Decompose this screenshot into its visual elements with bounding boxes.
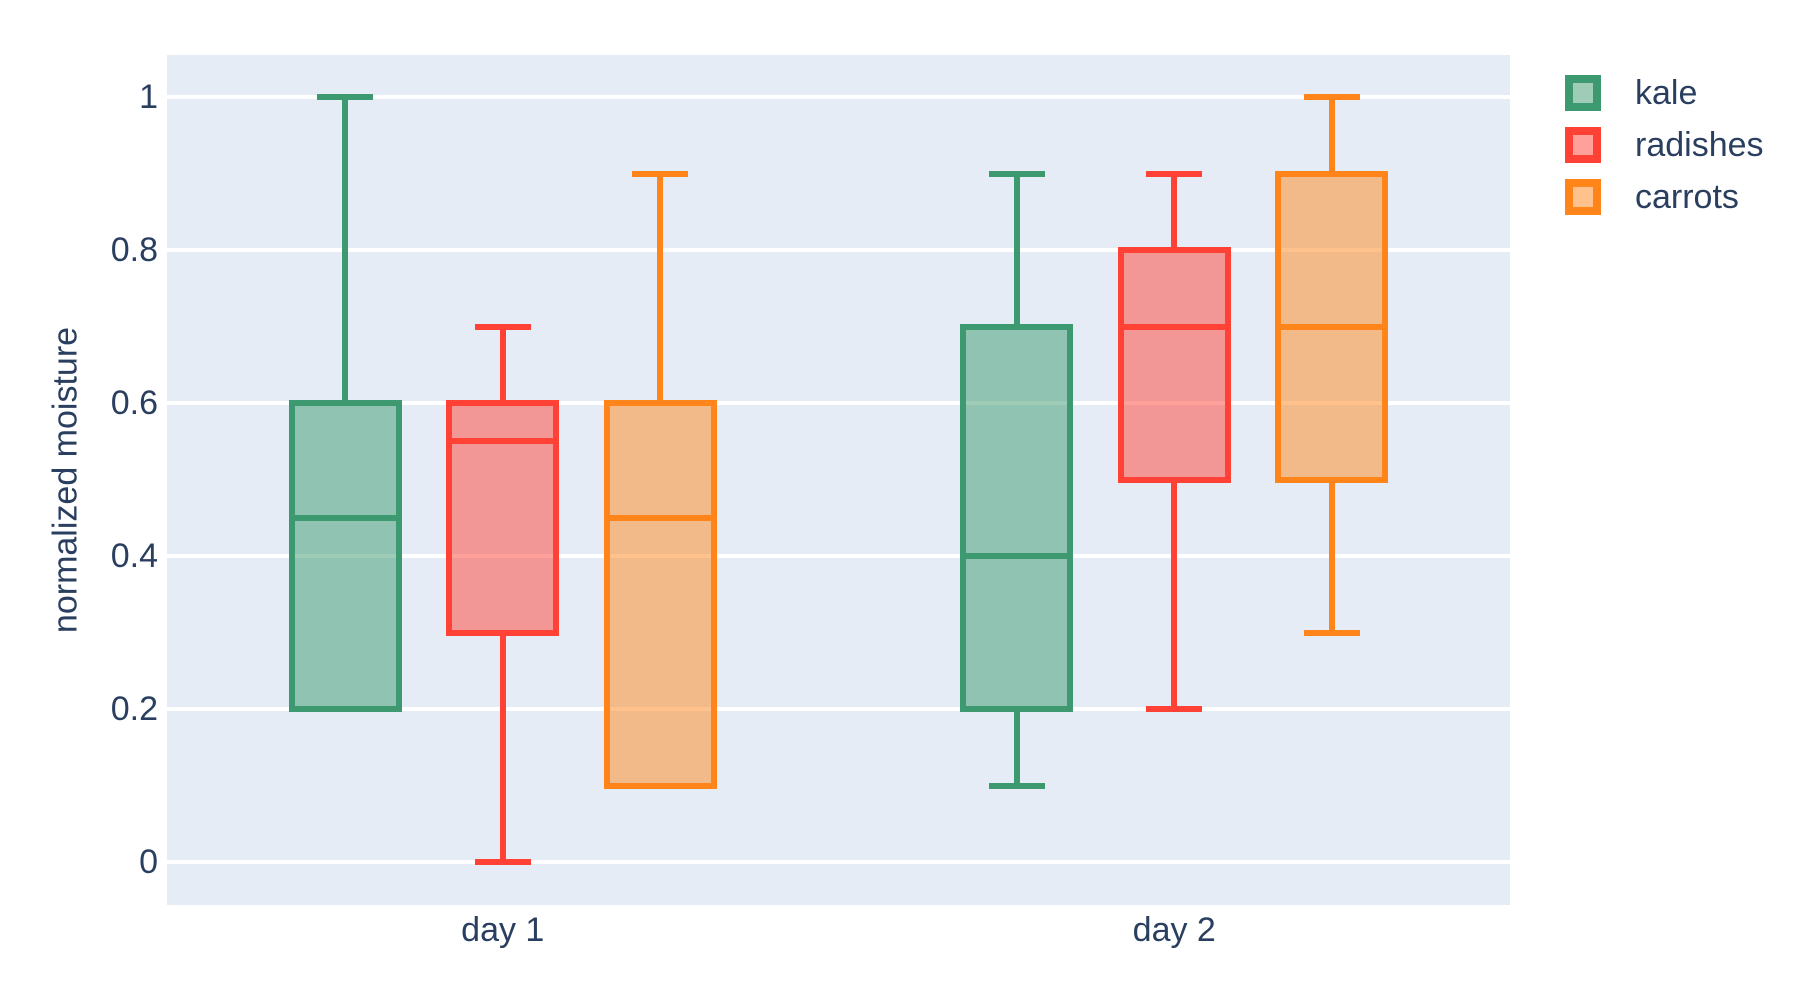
whisker-cap-top-radishes-day-2 (1146, 170, 1203, 177)
whisker-cap-top-kale-day-1 (317, 94, 374, 101)
legend-label-kale: kale (1635, 74, 1698, 112)
whisker-stem-top-kale-day-1 (342, 97, 349, 404)
y-tick-label-0: 0 (139, 843, 158, 882)
legend-label-carrots: carrots (1635, 178, 1739, 216)
gridline-y-0.8 (167, 248, 1510, 253)
whisker-cap-bottom-kale-day-2 (988, 782, 1045, 789)
whisker-stem-bottom-radishes-day-1 (499, 632, 506, 863)
legend-swatch-carrots (1565, 179, 1601, 215)
median-line-kale-day-2 (960, 553, 1074, 560)
median-line-radishes-day-1 (446, 438, 560, 445)
gridline-y-0.6 (167, 401, 1510, 406)
whisker-cap-bottom-radishes-day-1 (474, 859, 531, 866)
whisker-stem-bottom-carrots-day-2 (1328, 479, 1335, 633)
gridline-y-1 (167, 95, 1510, 100)
whisker-stem-bottom-kale-day-2 (1013, 709, 1020, 786)
x-category-label-day-2: day 2 (1132, 911, 1216, 949)
median-line-radishes-day-2 (1117, 323, 1231, 330)
legend-item-radishes[interactable]: radishes (1565, 119, 1764, 171)
legend-item-carrots[interactable]: carrots (1565, 171, 1764, 223)
whisker-stem-top-radishes-day-2 (1171, 173, 1178, 251)
gridline-y-0.4 (167, 554, 1510, 559)
gridline-y-0 (167, 860, 1510, 865)
whisker-cap-top-carrots-day-1 (632, 170, 689, 177)
plot-area[interactable] (167, 55, 1510, 905)
whisker-cap-top-kale-day-2 (988, 170, 1045, 177)
y-tick-label-1: 1 (139, 78, 158, 117)
whisker-stem-top-kale-day-2 (1013, 173, 1020, 327)
box-radishes-day-2[interactable] (1117, 247, 1231, 483)
x-category-label-day-1: day 1 (461, 911, 545, 949)
y-axis-title-text: normalized moisture (46, 326, 85, 634)
whisker-stem-bottom-radishes-day-2 (1171, 479, 1178, 710)
median-line-carrots-day-1 (603, 514, 717, 521)
whisker-cap-bottom-radishes-day-2 (1146, 706, 1203, 713)
whisker-cap-top-carrots-day-2 (1303, 94, 1360, 101)
box-kale-day-2[interactable] (960, 323, 1074, 713)
whisker-stem-top-carrots-day-2 (1328, 97, 1335, 174)
legend: kale radishes carrots (1565, 67, 1764, 223)
y-tick-label-0.6: 0.6 (110, 384, 158, 423)
legend-label-radishes: radishes (1635, 126, 1764, 164)
box-radishes-day-1[interactable] (446, 400, 560, 636)
y-tick-label-0.2: 0.2 (110, 690, 158, 729)
whisker-cap-bottom-carrots-day-2 (1303, 629, 1360, 636)
whisker-stem-top-carrots-day-1 (657, 173, 664, 404)
whisker-cap-top-radishes-day-1 (474, 323, 531, 330)
y-tick-label-0.8: 0.8 (110, 231, 158, 270)
y-tick-label-0.4: 0.4 (110, 537, 158, 576)
legend-item-kale[interactable]: kale (1565, 67, 1764, 119)
box-kale-day-1[interactable] (288, 400, 402, 713)
gridline-y-0.2 (167, 707, 1510, 712)
median-line-kale-day-1 (288, 514, 402, 521)
box-carrots-day-1[interactable] (603, 400, 717, 789)
legend-swatch-radishes (1565, 127, 1601, 163)
whisker-stem-top-radishes-day-1 (499, 326, 506, 404)
median-line-carrots-day-2 (1275, 323, 1389, 330)
legend-swatch-kale (1565, 75, 1601, 111)
